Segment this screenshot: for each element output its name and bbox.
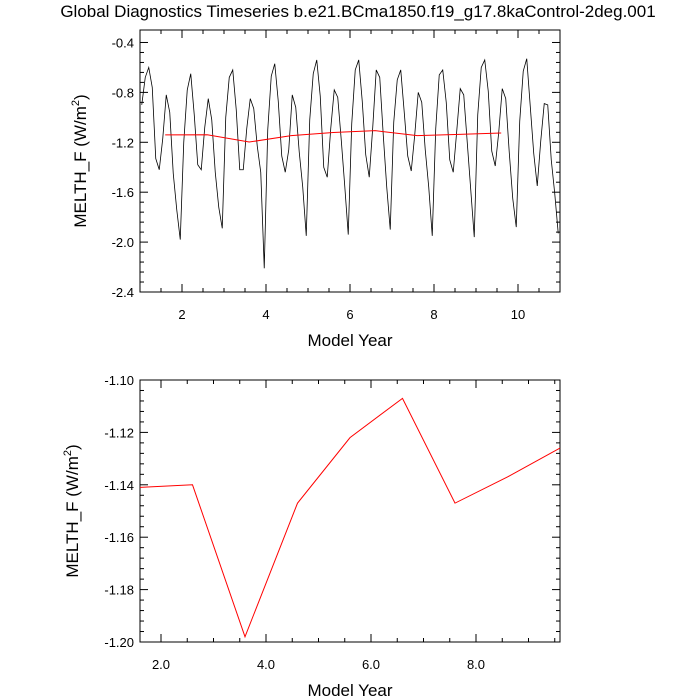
- top-y-tick-label: -1.2: [112, 135, 134, 150]
- bottom-y-tick-label: -1.20: [104, 635, 134, 650]
- bottom-y-tick-label: -1.10: [104, 373, 134, 388]
- top-y-tick-label: -2.0: [112, 235, 134, 250]
- top-x-tick-label: 2: [178, 307, 185, 322]
- top-x-axis-title: Model Year: [307, 331, 392, 350]
- top-y-axis-title-sup: 2: [70, 100, 82, 106]
- top-y-tick-label: -0.4: [112, 35, 134, 50]
- bottom-y-axis-title-sup: 2: [62, 450, 74, 456]
- top-y-axis-title-main: MELTH_F (W/m: [71, 106, 90, 228]
- bottom-y-tick-label: -1.14: [104, 478, 134, 493]
- top-x-tick-label: 8: [430, 307, 437, 322]
- bottom-panel: -1.20 -1.18 -1.16 -1.14 -1.12 -1.10 2.0 4.0 6.0 8…: [62, 373, 561, 700]
- top-y-tick-label: -0.8: [112, 85, 134, 100]
- bottom-x-axis-title: Model Year: [307, 681, 392, 700]
- bottom-y-tick-label: -1.12: [104, 425, 134, 440]
- top-y-tick-label: -2.4: [112, 285, 134, 300]
- bottom-annual-series-line: [139, 397, 561, 639]
- top-x-tick-label: 4: [262, 307, 269, 322]
- bottom-x-tick-label: 6.0: [362, 657, 380, 672]
- bottom-x-tick-label: 4.0: [257, 657, 275, 672]
- chart-title: Global Diagnostics Timeseries b.e21.BCma…: [60, 2, 655, 21]
- bottom-x-tick-label: 8.0: [467, 657, 485, 672]
- bottom-y-tick-label: -1.16: [104, 530, 134, 545]
- bottom-x-tick-label: 2.0: [152, 657, 170, 672]
- bottom-y-tick-label: -1.18: [104, 583, 134, 598]
- bottom-plot-frame: [139, 379, 561, 643]
- top-y-axis-title-close: ): [71, 94, 90, 100]
- bottom-y-axis-title-main: MELTH_F (W/m: [63, 456, 82, 578]
- top-monthly-series-line: [141, 58, 559, 269]
- bottom-y-axis-title-close: ): [63, 444, 82, 450]
- top-x-tick-label: 10: [511, 307, 525, 322]
- top-y-tick-label: -1.6: [112, 185, 134, 200]
- top-plot-frame: [139, 29, 561, 293]
- bottom-y-axis-title: MELTH_F (W/m2): [62, 444, 82, 577]
- top-x-tick-label: 6: [346, 307, 353, 322]
- top-annual-series-line: [165, 130, 502, 143]
- top-panel: -2.4 -2.0 -1.6 -1.2 -0.8 -0.4 2 4 6 8 10 Model Year…: [70, 29, 561, 350]
- top-y-axis-title: MELTH_F (W/m2): [70, 94, 90, 227]
